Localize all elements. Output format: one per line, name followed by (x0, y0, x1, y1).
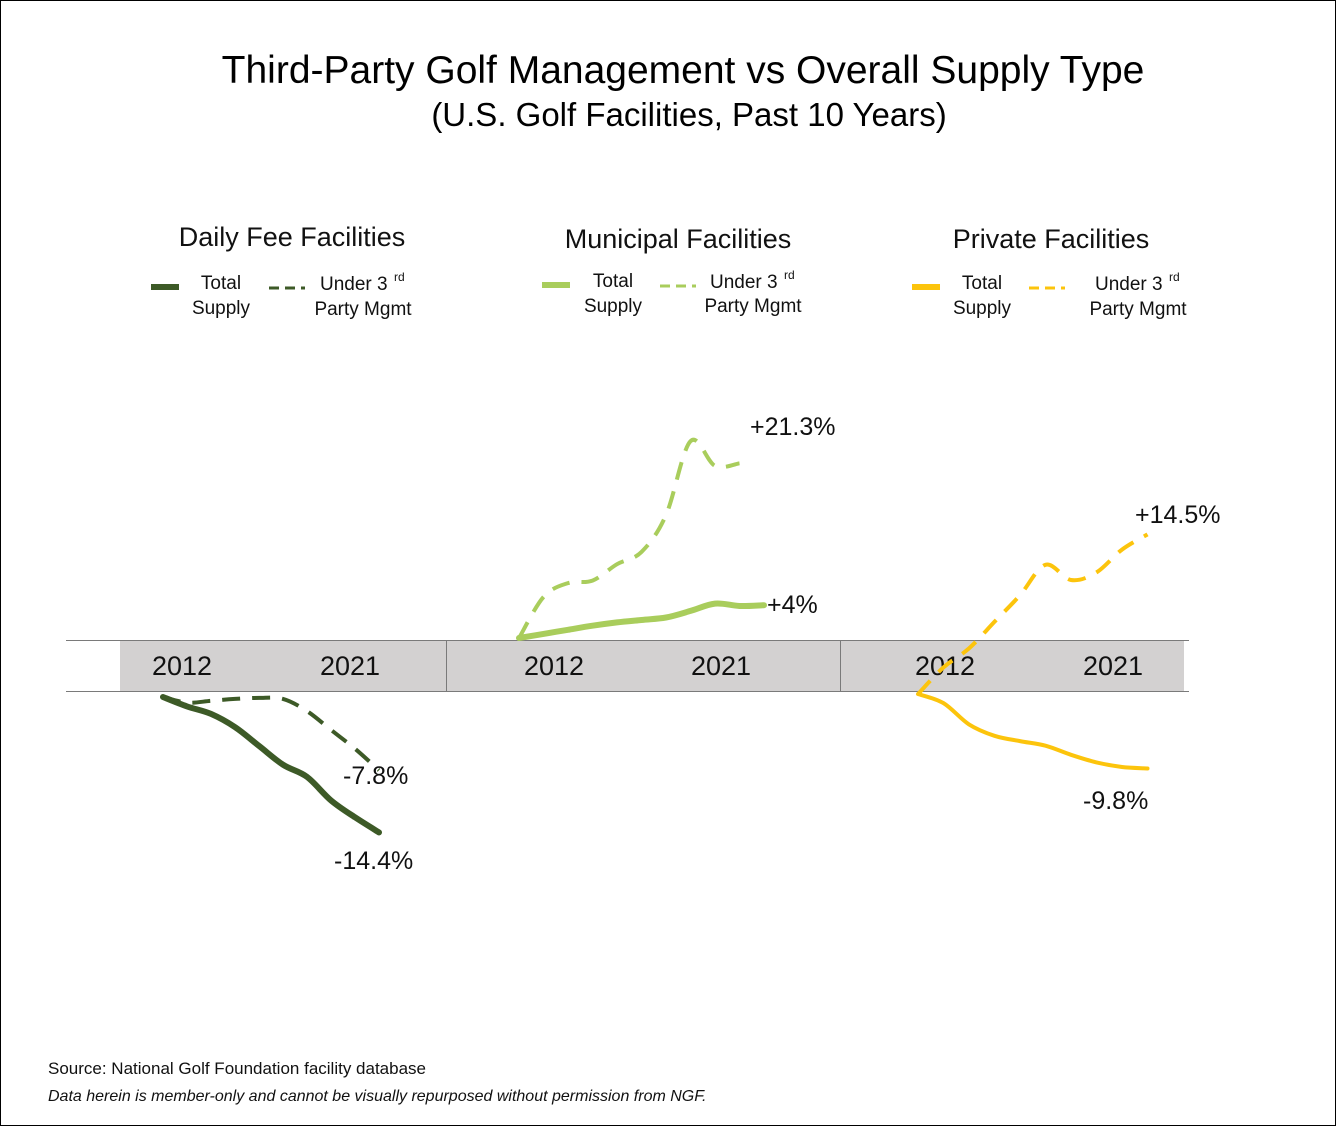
chart-title: Third-Party Golf Management vs Overall S… (222, 49, 1145, 92)
legend-label-daily-fee-total-2: Supply (192, 298, 251, 319)
tick-label-daily-fee-2012: 2012 (152, 651, 212, 681)
axis-band-daily-fee (120, 641, 446, 691)
legend-label-private-total-2: Supply (953, 298, 1012, 319)
tick-label-private-2021: 2021 (1083, 651, 1143, 681)
series-line-daily-fee-total (160, 694, 382, 836)
legend-label-municipal-mgmt-1: Under 3 (710, 272, 778, 293)
legend-label-daily-fee-total-1: Total (201, 273, 241, 294)
series-line-daily-fee-mgmt (162, 695, 381, 772)
legend-label-daily-fee-mgmt-1: Under 3 (320, 274, 388, 295)
group-title-daily-fee: Daily Fee Facilities (179, 222, 406, 252)
axis-band-private (840, 641, 1184, 691)
series-line-municipal-total (516, 600, 767, 641)
tick-label-municipal-2021: 2021 (691, 651, 751, 681)
permission-note: Data herein is member-only and cannot be… (48, 1088, 706, 1105)
series-line-private-total (916, 692, 1150, 771)
legend-label-private-mgmt-sup: rd (1169, 270, 1180, 284)
end-label-municipal-total: +4% (767, 591, 818, 619)
legend-label-municipal-mgmt-2: Party Mgmt (704, 296, 802, 317)
chart-subtitle: (U.S. Golf Facilities, Past 10 Years) (431, 96, 946, 133)
axis-band-municipal (446, 641, 840, 691)
series-line-municipal-mgmt (517, 437, 740, 640)
legend-label-private-mgmt-2: Party Mgmt (1089, 299, 1187, 320)
end-label-private-mgmt: +14.5% (1135, 501, 1221, 529)
end-label-municipal-mgmt: +21.3% (750, 413, 836, 441)
legend-label-private-mgmt-1: Under 3 (1095, 274, 1163, 295)
end-label-private-total: -9.8% (1083, 787, 1148, 815)
legend-label-daily-fee-mgmt-sup: rd (394, 270, 405, 284)
legend-label-municipal-total-2: Supply (584, 296, 643, 317)
series-line-private-mgmt (916, 532, 1149, 696)
tick-label-municipal-2012: 2012 (524, 651, 584, 681)
source-note: Source: National Golf Foundation facilit… (48, 1059, 426, 1078)
legend-label-daily-fee-mgmt-2: Party Mgmt (314, 299, 412, 320)
legend-label-municipal-mgmt-sup: rd (784, 268, 795, 282)
legend-label-private-total-1: Total (962, 273, 1002, 294)
end-label-daily-fee-mgmt: -7.8% (343, 762, 408, 790)
group-title-municipal: Municipal Facilities (565, 224, 792, 254)
tick-label-daily-fee-2021: 2021 (320, 651, 380, 681)
legend-label-municipal-total-1: Total (593, 271, 633, 292)
end-label-daily-fee-total: -14.4% (334, 847, 413, 875)
group-title-private: Private Facilities (953, 224, 1150, 254)
